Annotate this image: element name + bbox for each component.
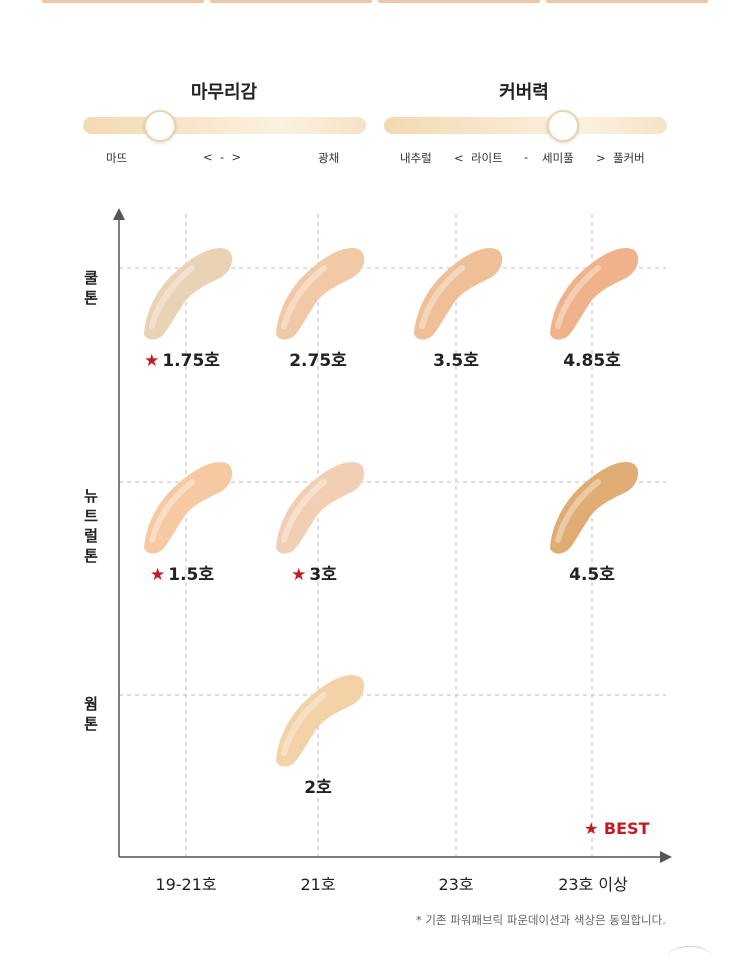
shade-label: 2호 (304, 773, 331, 798)
coverage-label-natural: 내추럴 (400, 151, 432, 165)
finish-slider-thumb[interactable] (144, 110, 177, 142)
top-tab-strip (42, 0, 708, 3)
shade-swatch (272, 242, 368, 342)
y-label-cool: 쿨 톤 (84, 269, 98, 307)
finish-label-glow: 광채 (318, 151, 340, 165)
shade-label: ★ 1.5호 (150, 560, 214, 585)
y-label-warm: 웜 톤 (84, 695, 98, 733)
shade-label: 2.75호 (289, 346, 347, 371)
shade-swatch (410, 242, 506, 342)
shade-label: 4.5호 (569, 560, 615, 585)
coverage-slider-title: 커버력 (499, 82, 549, 103)
shade-name: 3호 (309, 565, 337, 585)
coverage-slider-thumb[interactable] (547, 110, 580, 142)
shade-swatch (546, 242, 642, 342)
best-star-icon: ★ (144, 351, 160, 371)
best-legend-label: BEST (603, 819, 650, 838)
shade-swatch (140, 456, 236, 556)
finish-label-mid: < - > (203, 150, 242, 164)
best-star-icon: ★ (149, 565, 166, 585)
y-label-neutral: 뉴 트 럴 톤 (84, 487, 98, 565)
shade-swatch (140, 242, 236, 342)
shade-label: ★ 1.75호 (144, 346, 220, 371)
x-label-19-21: 19-21호 (155, 875, 217, 894)
footnote: * 기존 파워패브릭 파운데이션과 색상은 동일합니다. (416, 913, 666, 927)
shade-label: 4.85호 (563, 346, 621, 371)
shade-label: ★ 3호 (291, 560, 337, 585)
shade-name: 2.75호 (289, 351, 347, 371)
shade-name: 4.85호 (563, 351, 621, 371)
shade-name: 2호 (304, 778, 332, 798)
coverage-label-full: > 풀커버 (596, 151, 645, 165)
shade-label: 3.5호 (433, 346, 479, 371)
coverage-slider-track (384, 117, 667, 134)
shade-name: 4.5호 (569, 565, 615, 585)
coverage-label-semifull: 세미풀 (542, 151, 574, 165)
finish-label-matte: 마뜨 (106, 151, 128, 165)
coverage-label-dash: - (524, 150, 529, 164)
coverage-label-light: < 라이트 (454, 151, 503, 165)
shade-name: 3.5호 (433, 351, 479, 371)
best-legend: ★ BEST (584, 819, 650, 838)
x-label-23: 23호 (438, 875, 474, 894)
shade-swatch (272, 456, 368, 556)
finish-slider-title: 마무리감 (190, 82, 258, 103)
best-star-icon: ★ (291, 565, 307, 585)
x-label-23-plus: 23호 이상 (558, 875, 628, 894)
corner-arc (668, 946, 712, 967)
shade-swatch (546, 456, 642, 556)
x-label-21: 21호 (300, 875, 336, 894)
shade-name: 1.75호 (162, 351, 220, 371)
shade-name: 1.5호 (168, 565, 214, 585)
shade-swatch (272, 669, 368, 769)
